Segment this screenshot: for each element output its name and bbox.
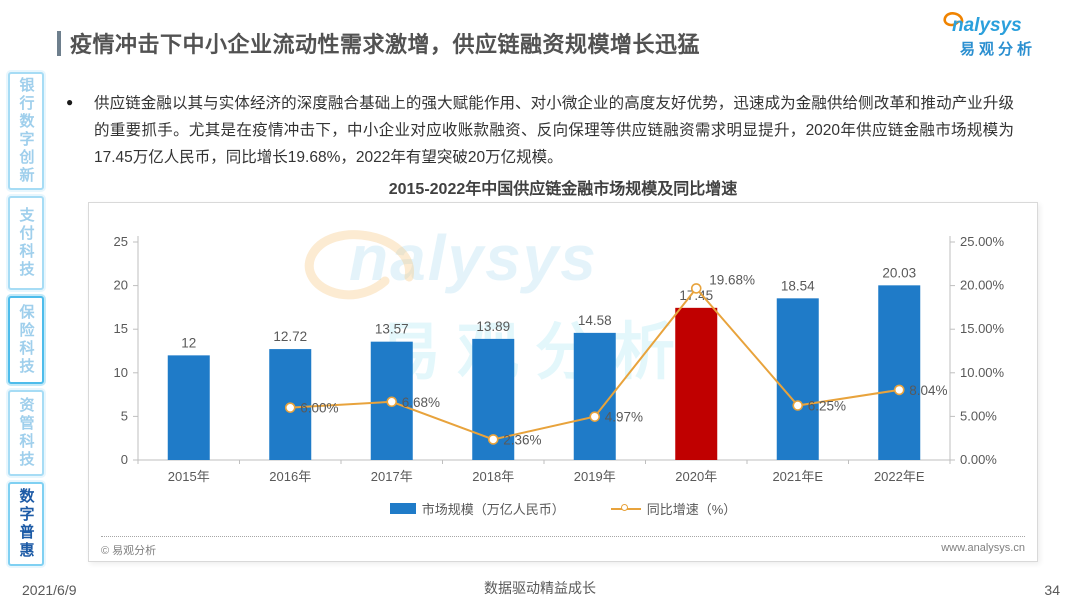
- line-point-2018年: [487, 434, 499, 445]
- line-value-label: 2.36%: [503, 432, 541, 447]
- bar-value-label: 12: [181, 335, 196, 350]
- x-axis-label: 2016年: [269, 469, 311, 484]
- bar-2019年: [573, 332, 616, 460]
- left-axis-tick: 10: [114, 365, 128, 380]
- legend-bar-swatch-icon: [389, 503, 416, 514]
- bar-value-label: 18.54: [781, 278, 815, 293]
- bar-2015年: [167, 355, 210, 460]
- line-point-2022年E: [893, 384, 905, 396]
- x-axis-label: 2020年: [675, 469, 717, 484]
- bar-2022年E: [878, 285, 921, 460]
- x-axis-label: 2015年: [168, 469, 210, 484]
- sidebar-item-digital-inclusion[interactable]: 数字普惠: [8, 482, 44, 566]
- bar-2021年E: [776, 298, 819, 460]
- bar-value-label: 13.57: [375, 322, 409, 337]
- legend-label: 市场规模（万亿人民币）: [421, 502, 565, 517]
- line-value-label: 6.00%: [300, 401, 338, 416]
- line-value-label: 6.68%: [402, 395, 440, 410]
- sidebar-item-bank-digital-innovation[interactable]: 银行数字创新: [8, 72, 44, 190]
- chart-footer-divider: [101, 536, 1025, 537]
- chart-title: 2015-2022年中国供应链金融市场规模及同比增速: [388, 181, 738, 198]
- legend-label: 同比增速（%）: [646, 502, 737, 517]
- summary-paragraph: 供应链金融以其与实体经济的深度融合基础上的强大赋能作用、对小微企业的高度友好优势…: [94, 95, 1014, 166]
- page-title: 疫情冲击下中小企业流动性需求激增，供应链融资规模增长迅猛: [70, 32, 701, 57]
- x-axis-label: 2018年: [472, 469, 514, 484]
- chart-legend: 市场规模（万亿人民币） 同比增速（%）: [89, 499, 1037, 518]
- x-axis-label: 2022年E: [874, 469, 925, 484]
- line-point-2017年: [386, 396, 398, 408]
- legend-line-swatch-icon: [610, 504, 641, 511]
- line-point-2016年: [284, 402, 296, 413]
- title-accent-bar: [57, 31, 61, 56]
- x-axis-label: 2021年E: [772, 469, 823, 484]
- right-axis-tick: 5.00%: [960, 408, 997, 423]
- x-axis-label: 2017年: [371, 469, 413, 484]
- left-axis-tick: 20: [114, 278, 128, 293]
- line-point-2021年E: [792, 400, 804, 411]
- left-axis-tick: 5: [121, 408, 128, 423]
- legend-item-market-size: 市场规模（万亿人民币）: [389, 499, 565, 518]
- bar-line-chart: 0 5 10 15 20 25 0.00% 5.00% 10.00% 15.00% 20.00% 25…: [114, 234, 1005, 484]
- bullet-icon: ●: [66, 95, 74, 109]
- right-axis-tick: 0.00%: [960, 452, 997, 467]
- left-axis-tick: 0: [121, 452, 128, 467]
- line-value-label: 19.68%: [709, 272, 755, 287]
- right-axis-tick: 25.00%: [960, 234, 1005, 249]
- logo-brand-text: nalysys: [952, 15, 1022, 36]
- analysys-logo: nalysys 易观分析: [938, 8, 1070, 59]
- line-value-label: 6.25%: [808, 399, 846, 414]
- x-axis-label: 2019年: [574, 469, 616, 484]
- left-axis-tick: 15: [114, 321, 128, 336]
- bar-value-label: 12.72: [273, 329, 307, 344]
- chart-website: www.analysys.cn: [941, 542, 1025, 554]
- sidebar-item-asset-mgmt-tech[interactable]: 资管科技: [8, 390, 44, 476]
- chart-container: nalysys 易观分析 0 5 10 15 20 25 0.00% 5.00% 10.00% 1…: [88, 202, 1038, 562]
- chart-copyright: © 易观分析: [101, 545, 157, 557]
- line-value-label: 8.04%: [909, 383, 947, 398]
- line-value-label: 4.97%: [605, 410, 643, 425]
- footer-page-number: 34: [1044, 582, 1060, 598]
- right-axis-tick: 10.00%: [960, 365, 1005, 380]
- right-axis-tick: 20.00%: [960, 278, 1005, 293]
- right-axis-tick: 15.00%: [960, 321, 1005, 336]
- bar-2020年: [675, 307, 718, 460]
- legend-item-growth-rate: 同比增速（%）: [610, 499, 737, 518]
- bar-value-label: 14.58: [578, 313, 612, 328]
- bar-value-label: 20.03: [882, 265, 916, 280]
- footer-date: 2021/6/9: [22, 582, 77, 598]
- line-point-2019年: [589, 411, 601, 422]
- logo-swoosh-icon: [943, 12, 964, 27]
- footer-slogan: 数据驱动精益成长: [484, 580, 596, 596]
- line-point-2020年: [690, 283, 702, 294]
- logo-brand-cn: 易观分析: [960, 41, 1037, 58]
- left-axis-tick: 25: [114, 234, 128, 249]
- sidebar-item-insurance-tech[interactable]: 保险科技: [8, 296, 44, 384]
- sidebar-item-payment-tech[interactable]: 支付科技: [8, 196, 44, 290]
- bar-value-label: 13.89: [476, 319, 510, 334]
